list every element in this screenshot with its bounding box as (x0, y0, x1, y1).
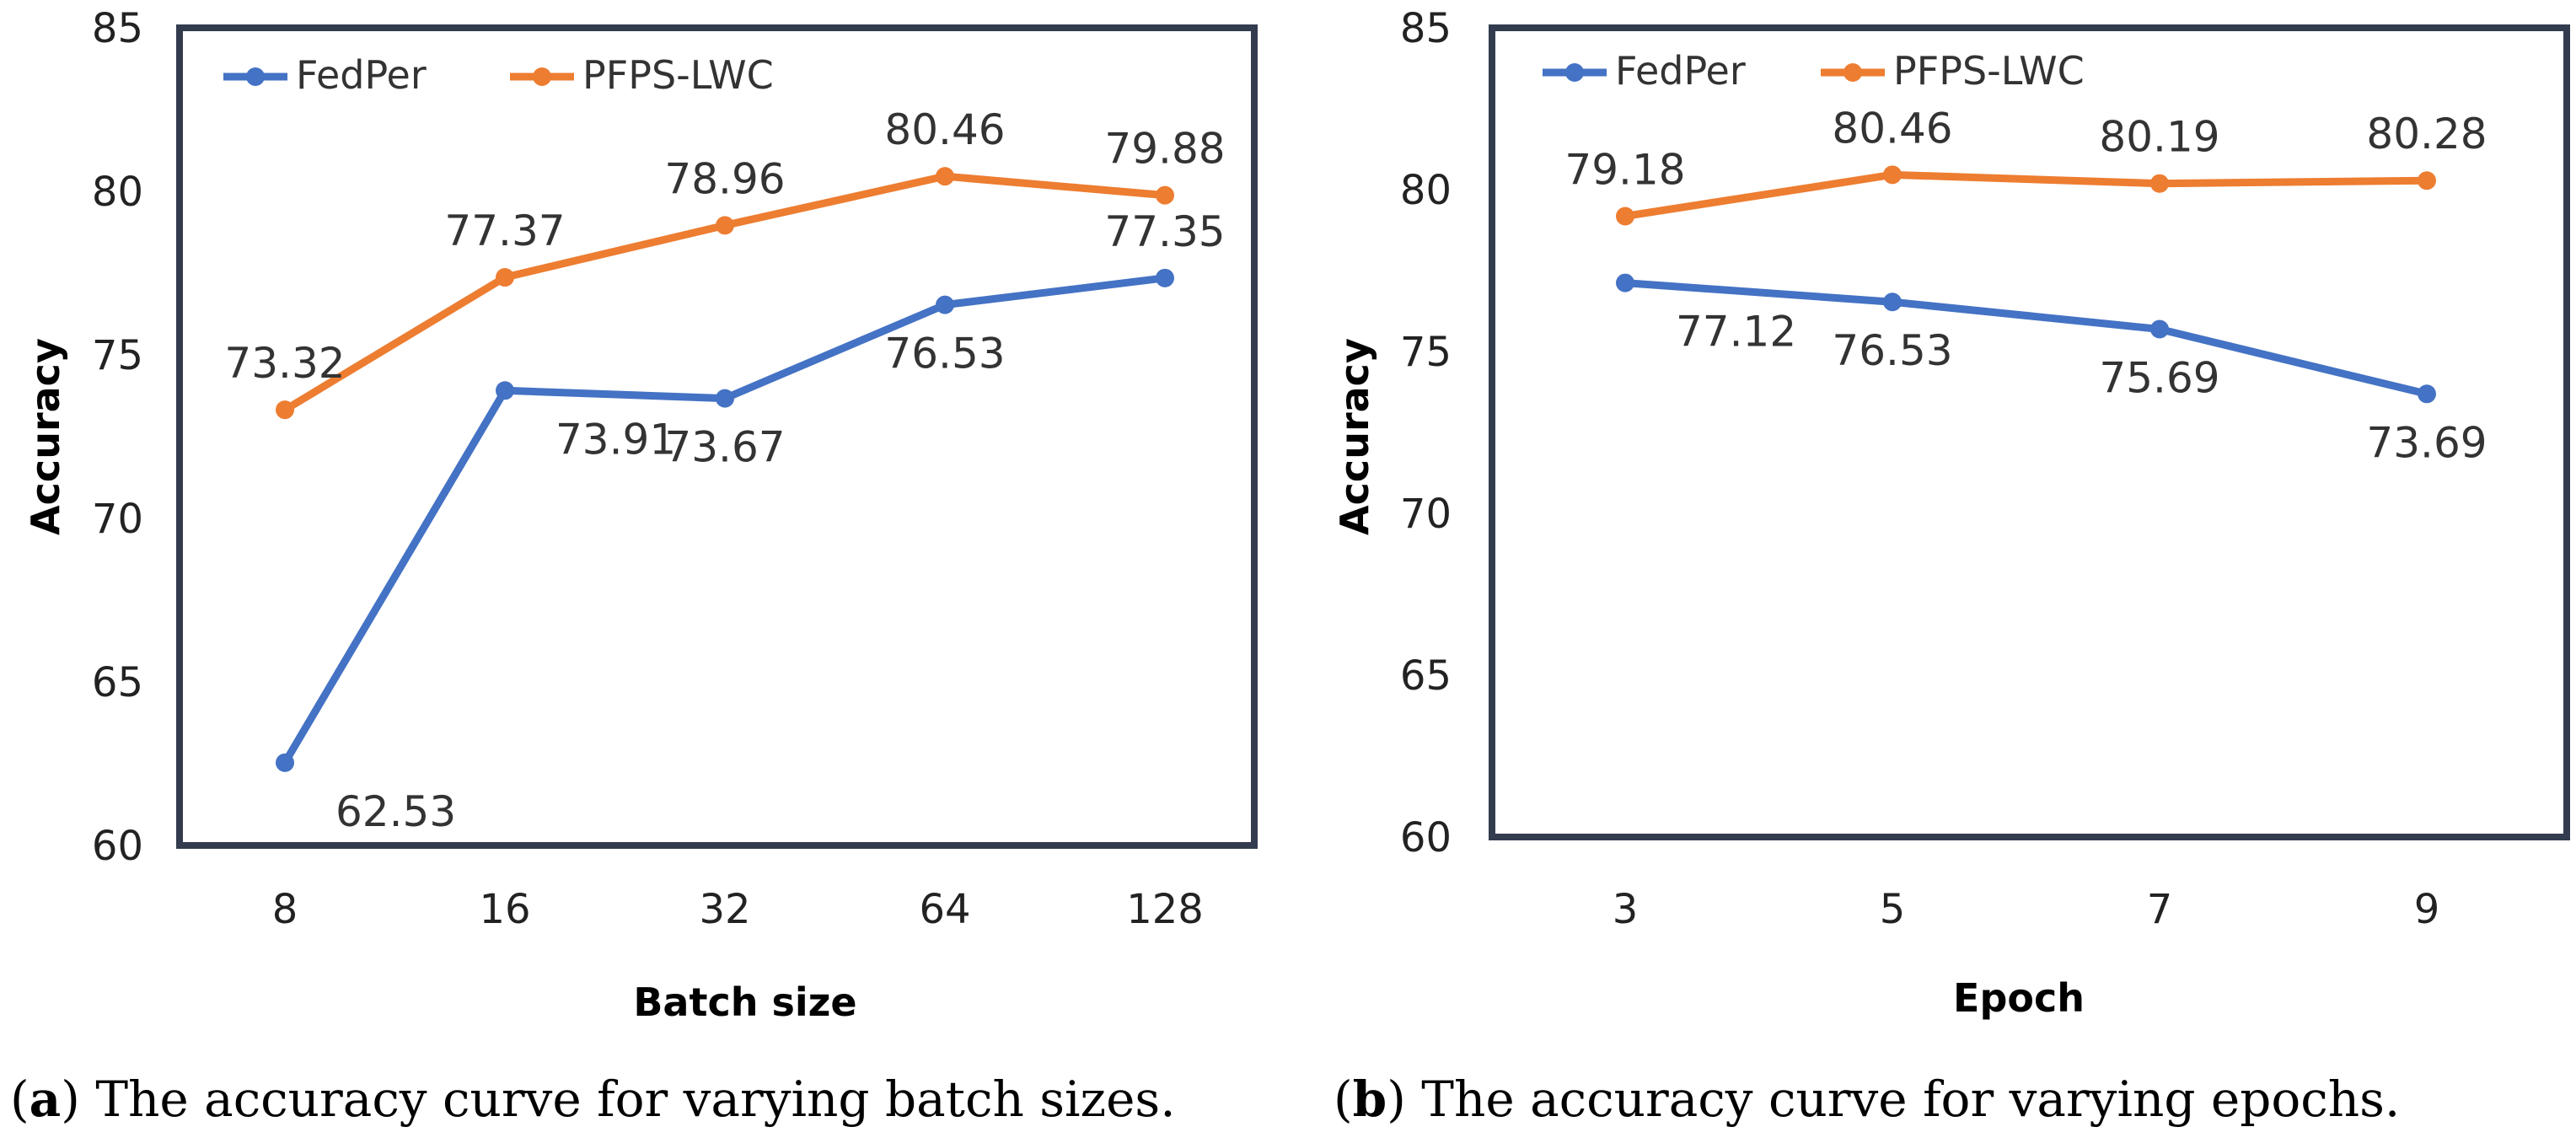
data-label: 80.28 (2366, 110, 2487, 158)
x-tick-label: 3 (1613, 886, 1639, 933)
legend-swatch-marker (1843, 63, 1862, 82)
data-label: 77.37 (444, 207, 565, 255)
data-point (2150, 174, 2169, 193)
data-point (716, 216, 734, 235)
caption-b: (b) The accuracy curve for varying epoch… (1334, 1071, 2400, 1128)
legend-swatch-marker (246, 67, 265, 86)
plot-area-frame (1489, 24, 2570, 840)
data-label: 79.88 (1104, 125, 1225, 174)
legend-label: FedPer (296, 52, 427, 98)
y-tick-label: 70 (92, 496, 143, 543)
data-label: 77.35 (1104, 207, 1225, 256)
x-tick-label: 32 (699, 886, 750, 933)
caption-letter: a (30, 1071, 62, 1128)
x-axis-title: Batch size (633, 979, 856, 1025)
y-tick-label: 65 (92, 659, 143, 706)
data-point (1616, 273, 1634, 292)
y-tick-label: 80 (92, 169, 143, 216)
x-tick-label: 128 (1126, 886, 1204, 933)
x-tick-label: 7 (2147, 886, 2173, 933)
y-tick-label: 75 (92, 332, 143, 379)
data-label: 76.53 (884, 330, 1005, 378)
y-tick-label: 70 (1400, 491, 1452, 538)
data-point (1156, 268, 1174, 287)
x-axis-title: Epoch (1953, 975, 2085, 1021)
data-point (936, 167, 954, 186)
data-point (1883, 165, 1902, 185)
data-label: 62.53 (335, 787, 456, 836)
data-point (2418, 171, 2436, 190)
y-axis-title: Accuracy (23, 338, 68, 535)
chart-panel-b: 60 65 70 75 80 85 3 5 7 9 77.12 76.53 75.69 73.69 79.1… (1332, 5, 2570, 1128)
data-label: 76.53 (1832, 326, 1952, 375)
legend-label: FedPer (1615, 48, 1746, 94)
legend-swatch-marker (1565, 63, 1584, 82)
data-label: 78.96 (664, 154, 785, 203)
y-tick-label: 85 (92, 5, 143, 52)
data-point (496, 381, 514, 400)
data-label: 80.19 (2099, 113, 2219, 162)
data-point (496, 268, 514, 287)
series-line-fedper (281, 274, 1169, 767)
y-axis-title: Accuracy (1332, 338, 1377, 535)
x-tick-label: 64 (919, 886, 970, 933)
data-label: 73.32 (224, 339, 345, 388)
legend-swatch-marker (533, 67, 551, 86)
data-label: 73.91 (555, 415, 676, 464)
y-tick-label: 60 (1400, 814, 1452, 861)
caption-text: The accuracy curve for varying batch siz… (95, 1071, 1175, 1128)
data-point (276, 400, 294, 420)
caption-text: The accuracy curve for varying epochs. (1421, 1071, 2400, 1128)
x-tick-label: 9 (2414, 886, 2440, 933)
caption-letter: b (1353, 1071, 1387, 1128)
series-line-fedper (1621, 279, 2431, 398)
data-label: 73.69 (2366, 418, 2487, 467)
series-line-pfps-lwc (1621, 170, 2431, 220)
data-label: 77.12 (1676, 308, 1796, 357)
y-tick-label: 65 (1400, 652, 1452, 700)
data-point (936, 295, 954, 314)
plot-area-frame (176, 24, 1258, 849)
y-tick-label: 85 (1400, 5, 1452, 52)
legend-label: PFPS-LWC (582, 52, 774, 98)
y-tick-label: 75 (1400, 329, 1452, 376)
caption-a: (a) The accuracy curve for varying batch… (10, 1071, 1176, 1128)
data-point (716, 389, 734, 408)
data-point (276, 753, 294, 772)
y-tick-label: 80 (1400, 167, 1452, 214)
y-tick-label: 60 (92, 823, 143, 870)
data-point (1616, 207, 1634, 226)
x-tick-label: 5 (1880, 886, 1906, 933)
x-tick-label: 8 (272, 886, 298, 933)
x-tick-label: 16 (479, 886, 530, 933)
data-point (2150, 319, 2169, 339)
data-point (2418, 384, 2436, 404)
data-label: 73.67 (664, 423, 785, 472)
data-label: 79.18 (1564, 145, 1685, 194)
data-point (1883, 292, 1902, 312)
data-label: 80.46 (1832, 104, 1952, 153)
legend-label: PFPS-LWC (1893, 48, 2085, 94)
data-label: 80.46 (884, 105, 1005, 154)
data-point (1156, 185, 1174, 205)
data-label: 75.69 (2099, 354, 2219, 403)
